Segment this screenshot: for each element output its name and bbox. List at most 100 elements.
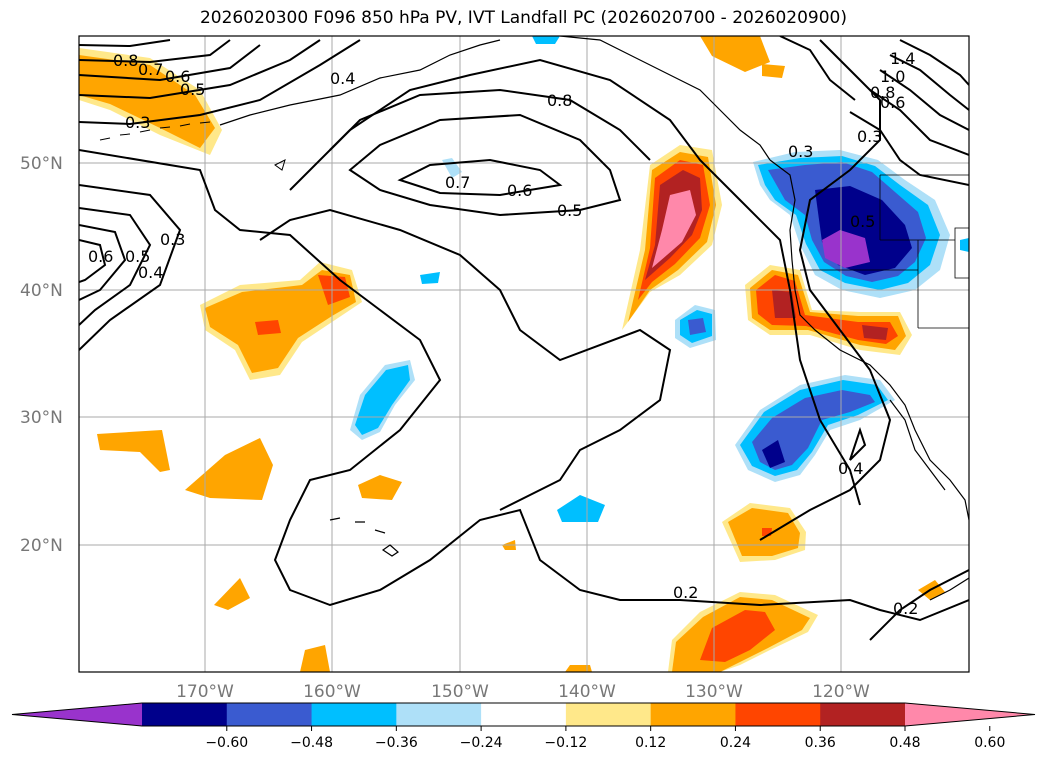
contour-label: 1.0 xyxy=(880,67,905,86)
contour-line xyxy=(899,39,969,86)
contour-label: 0.3 xyxy=(125,113,150,132)
contour-line xyxy=(79,224,127,301)
contour-line xyxy=(329,88,651,161)
contour-line xyxy=(869,569,969,641)
colorbar-outline xyxy=(11,702,1036,727)
colorbar-segment xyxy=(565,703,652,726)
aleutian-islands xyxy=(99,121,286,171)
anomaly-negative-mid4 xyxy=(557,495,605,522)
anomaly-positive-bottom2 xyxy=(565,665,592,672)
colorbar-segment xyxy=(650,703,736,726)
contour-line xyxy=(869,89,969,156)
anomaly-negative-nw-pacific-5 xyxy=(822,230,870,268)
contour-label: 0.4 xyxy=(138,263,163,282)
contour-label: 0.4 xyxy=(330,69,355,88)
colorbar-tick-label: 0.24 xyxy=(720,735,751,751)
contour-label: 0.6 xyxy=(880,93,905,112)
contour-label: 0.3 xyxy=(857,127,882,146)
contour-labels: 0.8 0.7 0.6 0.5 0.3 0.4 0.8 0.7 0.6 0.5 … xyxy=(88,49,918,618)
anomaly-positive-coast-4 xyxy=(772,290,888,340)
colorbar-segment xyxy=(481,703,567,726)
contour-label: 0.6 xyxy=(88,247,113,266)
contour-label: 0.5 xyxy=(180,80,205,99)
contour-line xyxy=(889,54,969,111)
coastline-alaska xyxy=(219,36,771,161)
contour-label: 0.3 xyxy=(160,230,185,249)
contour-line xyxy=(79,239,107,283)
anomaly-positive-tongue-5 xyxy=(652,190,696,268)
contour-line xyxy=(397,158,563,197)
contour-line xyxy=(259,208,672,511)
colorbar-tick-label: −0.60 xyxy=(205,735,248,751)
colorbar-extend-high xyxy=(905,703,1035,726)
colorbar-tick-label: 0.12 xyxy=(635,735,666,751)
lat-label: 20°N xyxy=(20,536,63,556)
anomaly-negative-south-4 xyxy=(762,440,785,468)
longitude-axis: 170°W 160°W 150°W 140°W 130°W 120°W xyxy=(176,682,870,702)
colorbar-tick-label: −0.48 xyxy=(290,735,333,751)
shaded-anomaly-field xyxy=(79,36,969,672)
colorbar-segment xyxy=(735,703,821,726)
anomaly-negative-mid3-3 xyxy=(688,318,706,335)
contour-line xyxy=(79,184,182,351)
coastline-mexico xyxy=(929,577,969,601)
contour-label: 0.2 xyxy=(673,583,698,602)
colorbar-tick-label: −0.36 xyxy=(375,735,418,751)
colorbar-tick-label: 0.36 xyxy=(805,735,836,751)
latitude-axis: 50°N 40°N 30°N 20°N xyxy=(20,154,63,556)
contour-label: 0.2 xyxy=(893,599,918,618)
contour-label: 0.5 xyxy=(557,201,582,220)
contour-label: 0.5 xyxy=(125,247,150,266)
contour-line xyxy=(79,39,361,126)
contour-label: 0.7 xyxy=(138,60,163,79)
contour-line xyxy=(79,44,261,82)
anomaly-positive-sw1 xyxy=(97,430,170,472)
contour-label: 1.4 xyxy=(890,49,915,68)
contour-label: 0.8 xyxy=(870,83,895,102)
coastlines xyxy=(99,36,969,601)
contour-label: 0.8 xyxy=(547,91,572,110)
colorbar-segment xyxy=(311,703,397,726)
colorbar-tick-label: 0.48 xyxy=(889,735,920,751)
plot-frame xyxy=(78,35,970,673)
contour-line xyxy=(289,58,861,506)
contour-label: 0.8 xyxy=(113,51,138,70)
contour-line xyxy=(79,39,321,100)
anomaly-negative-top xyxy=(532,36,560,44)
lon-label: 130°W xyxy=(685,682,743,702)
anomaly-positive-central-core xyxy=(205,270,356,373)
contour-label: 0.5 xyxy=(850,212,875,231)
contour-line xyxy=(79,39,171,48)
lon-label: 170°W xyxy=(176,682,234,702)
lon-label: 140°W xyxy=(558,682,616,702)
plot-area xyxy=(79,36,969,672)
map-title: 2026020300 F096 850 hPa PV, IVT Landfall… xyxy=(199,8,847,28)
colorbar-extend-low xyxy=(12,703,142,726)
contour-label: 0.6 xyxy=(507,181,532,200)
anomaly-positive-top xyxy=(700,36,770,72)
contour-label: 0.4 xyxy=(838,459,863,478)
anomaly-negative-mid5 xyxy=(420,272,440,284)
anomaly-negative-south-3 xyxy=(752,390,875,470)
colorbar-segment xyxy=(226,703,313,726)
contour-line xyxy=(79,207,152,326)
contour-line xyxy=(779,36,856,101)
contour-line xyxy=(879,69,969,131)
hawaii-islands xyxy=(329,517,399,557)
anomaly-positive-sw3 xyxy=(358,475,402,500)
lat-label: 50°N xyxy=(20,154,63,174)
contour-line xyxy=(79,39,231,64)
graticule xyxy=(79,36,969,672)
contour-label: 0.7 xyxy=(445,173,470,192)
anomaly-negative-edge xyxy=(960,238,969,252)
contour-label: 0.3 xyxy=(788,142,813,161)
anomaly-positive-sw4 xyxy=(214,578,250,610)
colorbar-segment xyxy=(396,703,482,726)
lon-label: 160°W xyxy=(303,682,361,702)
anomaly-positive-nw-core xyxy=(79,55,215,148)
anomaly-positive-sw2 xyxy=(185,438,273,500)
anomaly-positive-central-max2 xyxy=(255,320,281,335)
anomaly-positive-bottom1 xyxy=(300,645,330,672)
lat-label: 40°N xyxy=(20,281,63,301)
